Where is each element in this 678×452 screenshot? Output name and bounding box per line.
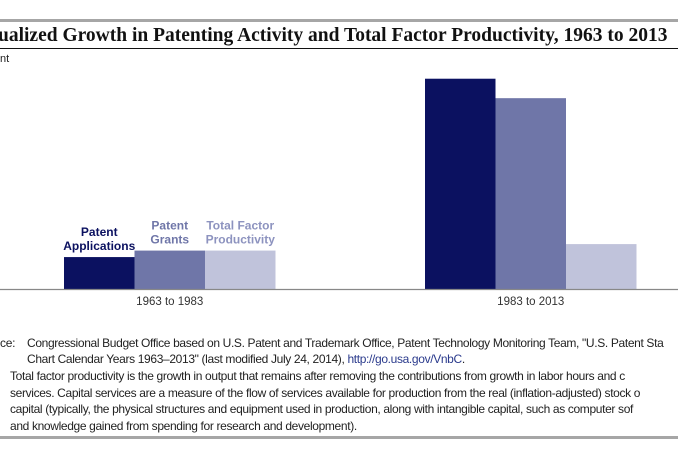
source-label: ce:	[0, 335, 15, 351]
bar-patent-grants	[135, 251, 206, 290]
bar-patent-applications	[425, 79, 496, 290]
series-label: Total Factor	[206, 219, 274, 233]
category-label: 1963 to 1983	[136, 296, 203, 308]
category-label: 1983 to 2013	[497, 296, 564, 308]
bar-patent-applications	[64, 257, 135, 289]
source-text: Congressional Budget Office based on U.S…	[27, 335, 678, 367]
source-end: .	[462, 352, 465, 366]
note-line: and knowledge gained from spending for r…	[10, 418, 678, 435]
source-line-2: Chart Calendar Years 1963–2013" (last mo…	[27, 351, 678, 367]
note-line: services. Capital services are a measure…	[10, 385, 678, 402]
bar-total-factor-productivity	[205, 251, 276, 290]
series-label: Patent	[151, 219, 188, 233]
note-text: Total factor productivity is the growth …	[10, 368, 678, 434]
note-line: Total factor productivity is the growth …	[10, 368, 678, 385]
bottom-rule	[0, 436, 678, 439]
source-link[interactable]: http://go.usa.gov/VnbC	[347, 352, 461, 366]
bar-total-factor-productivity	[566, 244, 637, 289]
series-label: Applications	[63, 239, 135, 253]
source-line-2-text: Chart Calendar Years 1963–2013" (last mo…	[27, 352, 347, 366]
series-label: Grants	[150, 233, 189, 247]
series-label: Patent	[81, 225, 118, 239]
note-line: capital (typically, the physical structu…	[10, 401, 678, 418]
bar-chart: 1963 to 19831983 to 2013PatentApplicatio…	[0, 0, 678, 320]
source-line-1: Congressional Budget Office based on U.S…	[27, 335, 678, 351]
series-label: Productivity	[206, 233, 276, 247]
bar-patent-grants	[496, 98, 567, 289]
